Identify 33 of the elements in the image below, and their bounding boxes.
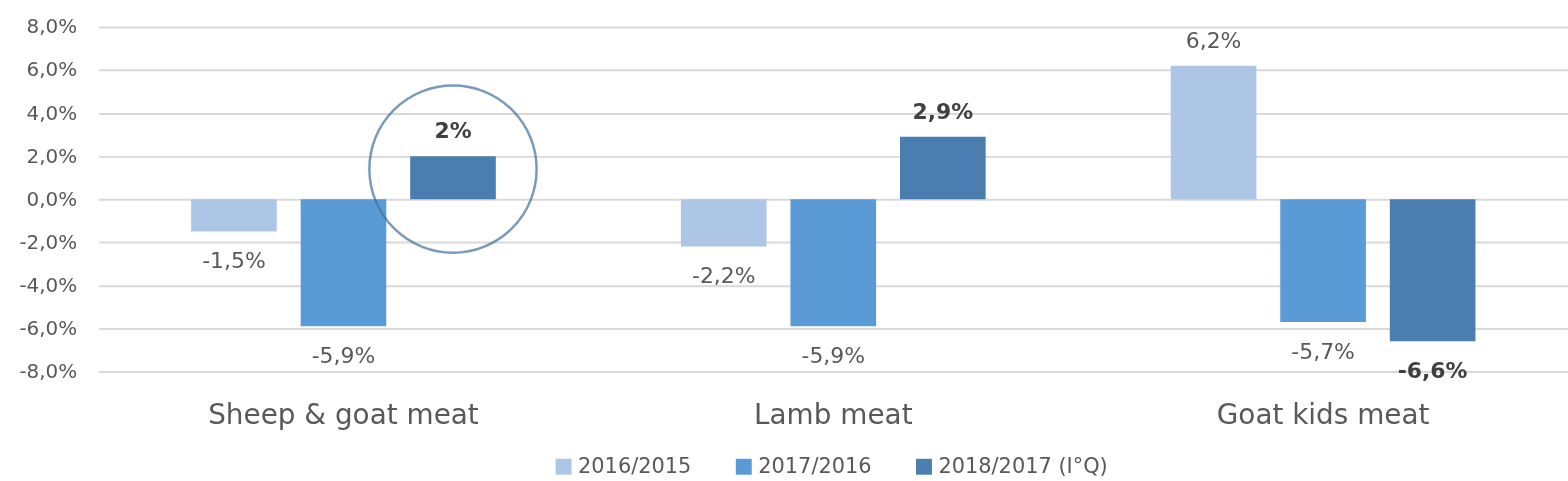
legend-label: 2017/2016 [758, 453, 872, 478]
bar [300, 199, 387, 327]
x-tick-label: Lamb meat [754, 397, 913, 431]
y-tick-label: -4,0% [19, 273, 78, 297]
bar [410, 156, 496, 200]
data-label: -5,9% [311, 343, 376, 369]
bar [191, 199, 277, 232]
data-label: -1,5% [202, 248, 266, 274]
y-tick-label: -2,0% [19, 230, 78, 254]
data-label: -6,6% [1397, 358, 1468, 384]
bar [1389, 199, 1476, 342]
y-tick-label: 8,0% [26, 15, 78, 39]
data-label: -5,7% [1291, 338, 1355, 364]
bar [1280, 199, 1366, 322]
x-tick-label: Goat kids meat [1216, 397, 1430, 431]
data-label: -2,2% [691, 263, 756, 289]
legend-label: 2018/2017 (I°Q) [938, 453, 1108, 478]
bar [680, 199, 767, 247]
y-tick-label: 4,0% [26, 101, 78, 125]
bar [1170, 65, 1257, 200]
bar [790, 199, 877, 327]
bar [899, 136, 986, 200]
legend-label: 2016/2015 [578, 453, 692, 478]
y-tick-label: -8,0% [19, 359, 78, 383]
data-label: 6,2% [1185, 27, 1242, 53]
data-label: 2% [434, 118, 472, 144]
y-tick-label: 6,0% [26, 58, 78, 82]
data-label: 2,9% [912, 98, 974, 124]
x-tick-label: Sheep & goat meat [208, 397, 479, 431]
data-label: -5,9% [801, 343, 866, 369]
y-tick-label: -6,0% [19, 316, 78, 340]
y-tick-label: 0,0% [26, 187, 78, 211]
y-tick-label: 2,0% [26, 144, 78, 168]
